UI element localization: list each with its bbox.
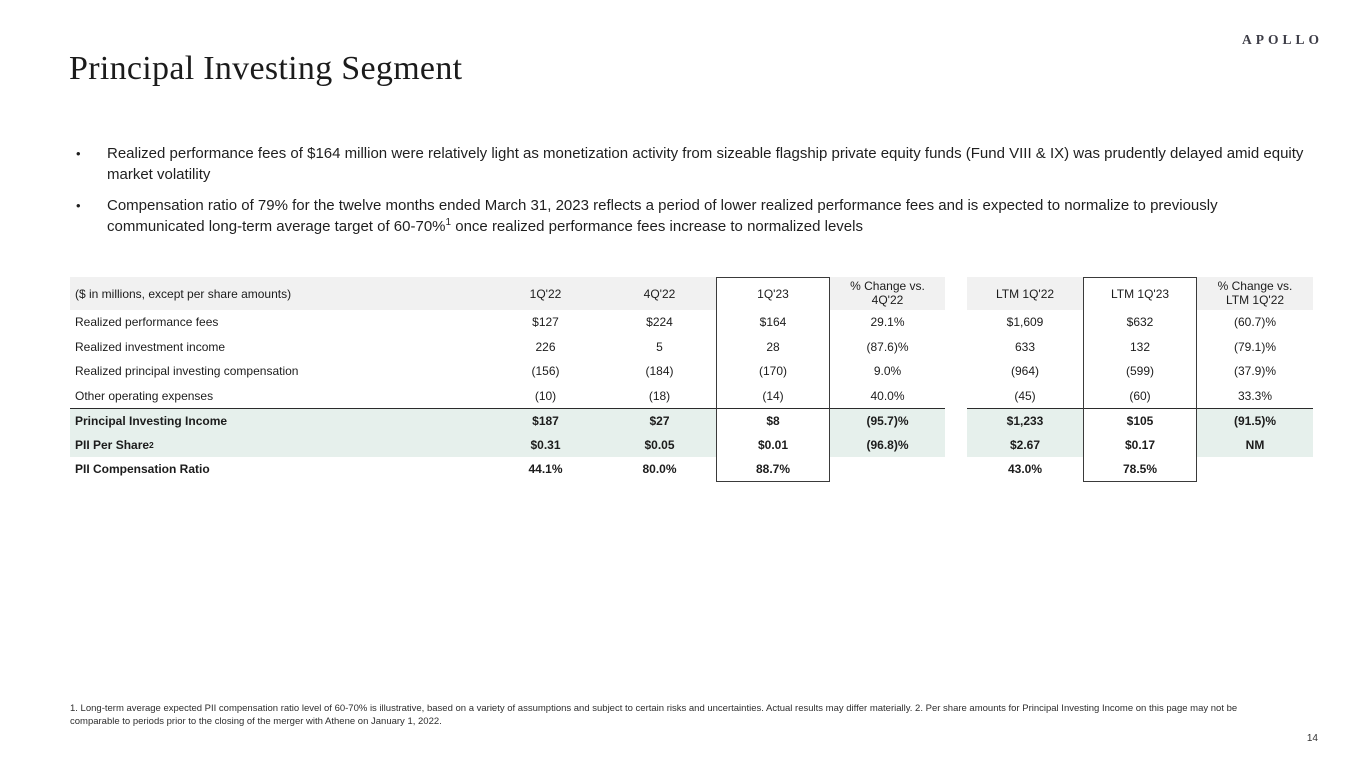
bullet-1-text: Realized performance fees of $164 millio… <box>107 145 1304 183</box>
cell-value: 29.1% <box>870 315 905 330</box>
cell-value: $27 <box>603 408 716 433</box>
column-gap <box>945 359 967 384</box>
cell-value: 43.0% <box>1007 462 1043 477</box>
table-header-row: ($ in millions, except per share amounts… <box>70 277 1313 310</box>
cell-value: (170) <box>716 359 830 384</box>
cell-value <box>1197 457 1313 482</box>
cell-value: $187 <box>488 408 603 433</box>
col-header-1q22: 1Q'22 <box>488 277 603 310</box>
col-header-4q22: 4Q'22 <box>603 277 716 310</box>
row-label: Principal Investing Income <box>70 408 488 433</box>
row-label: PII Per Share 2 <box>70 432 488 457</box>
cell-value: (599) <box>1083 359 1197 384</box>
cell-value: (156) <box>531 364 560 379</box>
column-gap <box>945 457 967 482</box>
table-unit-note: ($ in millions, except per share amounts… <box>70 277 488 310</box>
cell-value: (96.8)% <box>830 432 945 457</box>
row-label-text: PII Per Share <box>75 437 150 452</box>
cell-value: (91.5)% <box>1197 408 1313 433</box>
cell-value: (18) <box>648 388 671 403</box>
cell-value: 40.0% <box>870 388 905 403</box>
col-header-pct-change-ltm: % Change vs. LTM 1Q'22 <box>1197 277 1313 310</box>
cell-value: 633 <box>1014 339 1036 354</box>
cell-value: $0.31 <box>488 432 603 457</box>
bullet-icon: • <box>76 146 81 161</box>
cell-value: (964) <box>1010 364 1039 379</box>
row-label: Realized investment income <box>75 339 226 354</box>
financials-table: ($ in millions, except per share amounts… <box>70 277 1313 482</box>
row-label: PII Compensation Ratio <box>75 462 210 477</box>
page-title: Principal Investing Segment <box>69 50 463 87</box>
footnotes: 1. Long-term average expected PII compen… <box>70 703 1238 727</box>
cell-value: (87.6)% <box>866 339 909 354</box>
cell-value: $8 <box>716 408 830 433</box>
cell-value: $0.17 <box>1083 432 1197 457</box>
cell-value: $2.67 <box>967 432 1083 457</box>
column-gap <box>945 277 967 310</box>
table-row-principal-investing-income: Principal Investing Income $187 $27 $8 (… <box>70 408 1313 433</box>
bullet-list: • Realized performance fees of $164 milli… <box>70 144 1310 248</box>
bullet-2-text-before: Compensation ratio of 79% for the twelve… <box>107 197 1218 235</box>
table-row-realized-investment-income: Realized investment income 226 5 28 (87.… <box>70 334 1313 360</box>
cell-value: (79.1)% <box>1233 339 1277 354</box>
cell-value: 5 <box>656 339 663 354</box>
cell-value: (45) <box>1014 388 1036 403</box>
col-header-pct-change-ltm-text: % Change vs. LTM 1Q'22 <box>1217 279 1293 307</box>
cell-value: (60) <box>1083 383 1197 408</box>
cell-value: 78.5% <box>1083 457 1197 482</box>
cell-value: (184) <box>645 364 674 379</box>
col-header-pct-change-4q22: % Change vs. 4Q'22 <box>830 277 945 310</box>
apollo-logo: APOLLO <box>1241 32 1323 47</box>
cell-value: (95.7)% <box>830 408 945 433</box>
cell-value: 28 <box>716 334 830 359</box>
column-gap <box>945 384 967 409</box>
cell-value: (14) <box>716 383 830 408</box>
cell-value: 33.3% <box>1237 388 1273 403</box>
col-header-pct-change-4q22-text: % Change vs. 4Q'22 <box>850 279 925 307</box>
bullet-item-1: • Realized performance fees of $164 milli… <box>70 144 1310 185</box>
col-header-1q23: 1Q'23 <box>716 277 830 310</box>
cell-value: 44.1% <box>528 462 563 477</box>
cell-value: 226 <box>535 339 556 354</box>
bullet-item-2: • Compensation ratio of 79% for the twelv… <box>70 196 1310 237</box>
column-gap <box>945 335 967 360</box>
column-gap <box>945 310 967 335</box>
column-gap <box>945 433 967 458</box>
table-row-pii-per-share: PII Per Share 2 $0.31 $0.05 $0.01 (96.8)%… <box>70 432 1313 458</box>
bullet-2-text-after: once realized performance fees increase … <box>451 217 863 235</box>
row-label: Realized performance fees <box>75 315 219 330</box>
cell-value: $224 <box>646 315 673 330</box>
page-number: 14 <box>1306 733 1318 744</box>
cell-value: $0.01 <box>716 432 830 457</box>
cell-value: (10) <box>534 388 557 403</box>
cell-value: 9.0% <box>873 364 902 379</box>
cell-value: $1,233 <box>967 408 1083 433</box>
row-label: Realized principal investing compensatio… <box>75 364 299 379</box>
col-header-ltm-1q22: LTM 1Q'22 <box>967 277 1083 310</box>
cell-value: 88.7% <box>716 457 830 482</box>
column-gap <box>945 408 967 433</box>
cell-value: $127 <box>532 315 559 330</box>
table-row-other-operating-expenses: Other operating expenses (10) (18) (14) … <box>70 383 1313 409</box>
table-row-realized-performance-fees: Realized performance fees $127 $224 $164… <box>70 310 1313 335</box>
cell-value: (37.9)% <box>1233 364 1277 379</box>
cell-value: $632 <box>1083 310 1197 335</box>
cell-value: 132 <box>1083 334 1197 359</box>
row-label: Other operating expenses <box>75 388 214 403</box>
cell-value: 80.0% <box>642 462 677 477</box>
cell-value: $1,609 <box>1006 315 1044 330</box>
col-header-ltm-1q23: LTM 1Q'23 <box>1083 277 1197 310</box>
cell-value: (60.7)% <box>1233 315 1277 330</box>
cell-value <box>830 457 945 482</box>
cell-value: $0.05 <box>603 432 716 457</box>
table-row-pii-compensation-ratio: PII Compensation Ratio 44.1% 80.0% 88.7%… <box>70 457 1313 482</box>
table-row-realized-principal-investing-compensation: Realized principal investing compensatio… <box>70 359 1313 384</box>
cell-value: $164 <box>716 310 830 335</box>
cell-value: $105 <box>1083 408 1197 433</box>
footnote-ref-1: 1 <box>445 216 452 228</box>
cell-value: NM <box>1197 432 1313 457</box>
bullet-icon: • <box>76 198 81 213</box>
